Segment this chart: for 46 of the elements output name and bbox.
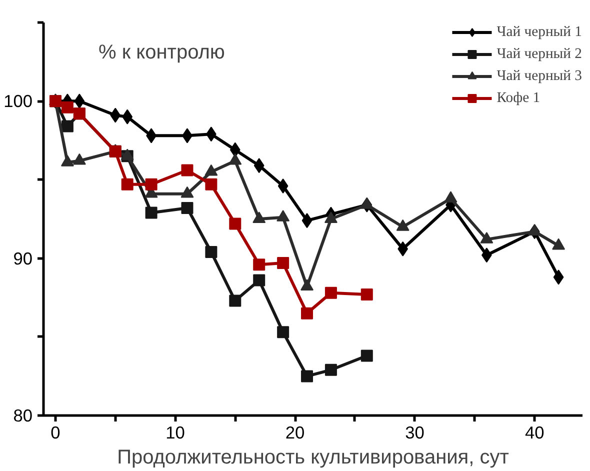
point [230, 142, 240, 158]
point [300, 279, 314, 291]
point [360, 288, 373, 300]
point [278, 178, 288, 194]
y-tick-label: 100 [4, 91, 33, 112]
point [253, 274, 266, 286]
point [145, 178, 158, 190]
legend-label: Чай черный 3 [496, 68, 582, 84]
x-tick-label: 30 [405, 422, 424, 442]
x-tick-label: 10 [166, 422, 185, 442]
point [181, 164, 194, 176]
legend-label: Чай черный 1 [496, 24, 582, 40]
point [205, 178, 218, 190]
x-tick-label: 40 [524, 422, 544, 442]
point [61, 120, 74, 132]
point [528, 224, 542, 236]
point [324, 286, 337, 299]
point [229, 294, 242, 307]
point [205, 246, 218, 258]
point [301, 307, 314, 320]
point [444, 191, 458, 203]
point [277, 257, 290, 270]
y-tick-label: 80 [13, 406, 33, 426]
point [229, 218, 242, 230]
point [181, 202, 194, 214]
x-tick-label: 20 [285, 422, 305, 442]
point [360, 350, 373, 362]
legend-label: Чай черный 2 [496, 46, 582, 62]
point [302, 213, 312, 228]
point [301, 370, 314, 382]
point [74, 94, 85, 109]
x-tick-label: 0 [50, 422, 60, 442]
y-tick-label: 90 [13, 248, 33, 268]
point [277, 326, 290, 338]
point [254, 158, 264, 174]
point [324, 364, 337, 376]
legend-label: Кофе 1 [496, 90, 540, 106]
point [122, 109, 133, 124]
text: % к контролю [98, 42, 225, 64]
point [121, 178, 134, 190]
point [145, 206, 158, 219]
x-axis-title: Продолжительность культивирования, сут [117, 446, 509, 468]
point [553, 270, 564, 285]
point [253, 258, 266, 271]
point [61, 101, 74, 114]
point [110, 108, 121, 123]
